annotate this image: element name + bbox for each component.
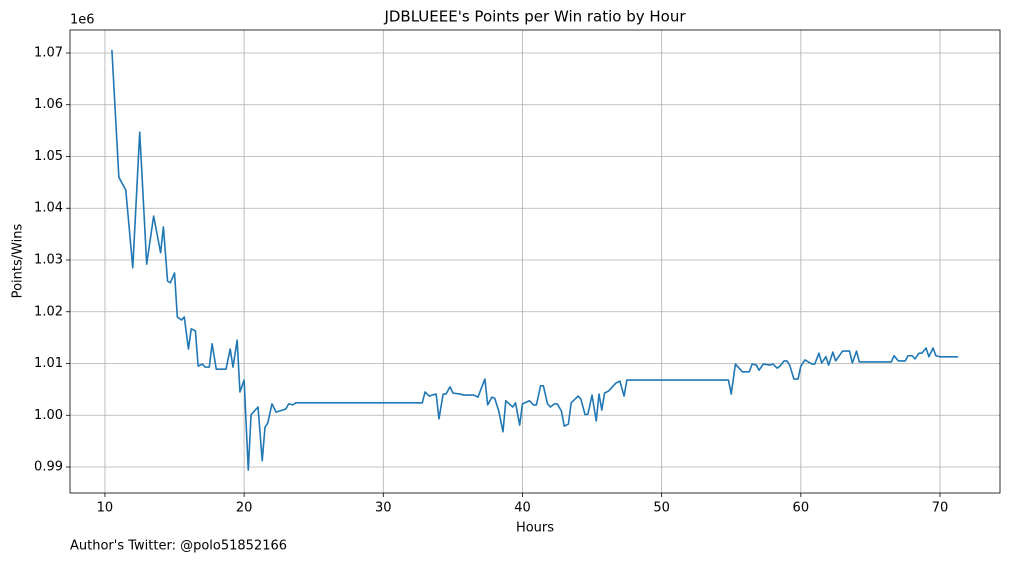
chart-title: JDBLUEEE's Points per Win ratio by Hour [383, 8, 686, 26]
offset-text: 1e6 [70, 13, 95, 28]
x-tick-label: 50 [653, 501, 670, 516]
y-tick-label: 0.99 [34, 460, 63, 475]
x-tick-label: 70 [932, 501, 949, 516]
y-tick-label: 1.05 [34, 149, 63, 164]
plot-frame [69, 29, 1001, 494]
footnote: Author's Twitter: @polo51852166 [70, 539, 287, 554]
y-tick-label: 1.07 [34, 45, 63, 60]
x-tick-label: 60 [793, 501, 810, 516]
y-tick-label: 1.03 [34, 252, 63, 267]
y-tick-label: 1.01 [34, 356, 63, 371]
data-line [111, 49, 959, 471]
y-axis-label: Points/Wins [11, 223, 26, 298]
x-tick-label: 30 [375, 501, 392, 516]
x-tick-label: 40 [514, 501, 531, 516]
y-tick-label: 1.04 [34, 201, 63, 216]
x-axis-label: Hours [516, 521, 554, 536]
y-tick-label: 1.06 [34, 97, 63, 112]
x-tick-label: 10 [97, 501, 114, 516]
y-tick-label: 1.00 [34, 408, 63, 423]
y-tick-label: 1.02 [34, 304, 63, 319]
x-tick-label: 20 [236, 501, 253, 516]
